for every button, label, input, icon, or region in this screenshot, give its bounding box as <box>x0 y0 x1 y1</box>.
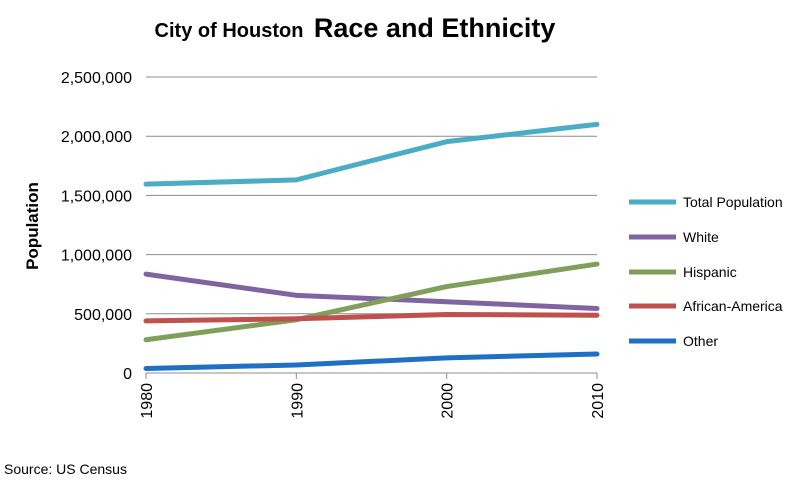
legend-label: Total Population <box>683 194 783 210</box>
y-tick-label: 2,500,000 <box>61 70 132 87</box>
series-line-2 <box>143 261 600 343</box>
series-line-0 <box>143 121 600 187</box>
y-tick-label: 500,000 <box>74 307 132 324</box>
chart-title-prefix: City of Houston <box>155 20 304 42</box>
x-tick-label: 1980 <box>139 383 156 419</box>
chart-title-main: Race and Ethnicity <box>314 13 556 43</box>
y-axis-ticks: 0 500,000 1,000,000 1,500,000 2,000,000 2,500… <box>61 70 132 383</box>
legend-label: Other <box>683 333 718 349</box>
gridlines <box>146 76 597 374</box>
x-tick-label: 1990 <box>289 383 306 419</box>
x-tick-label: 2010 <box>590 383 607 419</box>
legend: Total Population White Hispanic African-Ame… <box>629 194 783 349</box>
y-axis-label: Population <box>23 182 42 270</box>
series-line-4 <box>143 351 600 372</box>
legend-label: White <box>683 229 719 245</box>
x-tick-label: 2000 <box>440 383 457 419</box>
y-tick-label: 2,000,000 <box>61 129 132 146</box>
series-line-3 <box>143 312 600 324</box>
legend-label: African-America <box>683 298 783 314</box>
series-lines <box>143 121 600 372</box>
x-axis-ticks: 1980 1990 2000 2010 <box>139 373 607 419</box>
series-line-1 <box>143 271 600 311</box>
source-note: Source: US Census <box>4 461 127 477</box>
legend-label: Hispanic <box>683 264 737 280</box>
y-tick-label: 1,500,000 <box>61 188 132 205</box>
y-tick-label: 1,000,000 <box>61 248 132 265</box>
chart-title: City of Houston Race and Ethnicity <box>155 13 556 43</box>
y-tick-label: 0 <box>123 366 132 383</box>
